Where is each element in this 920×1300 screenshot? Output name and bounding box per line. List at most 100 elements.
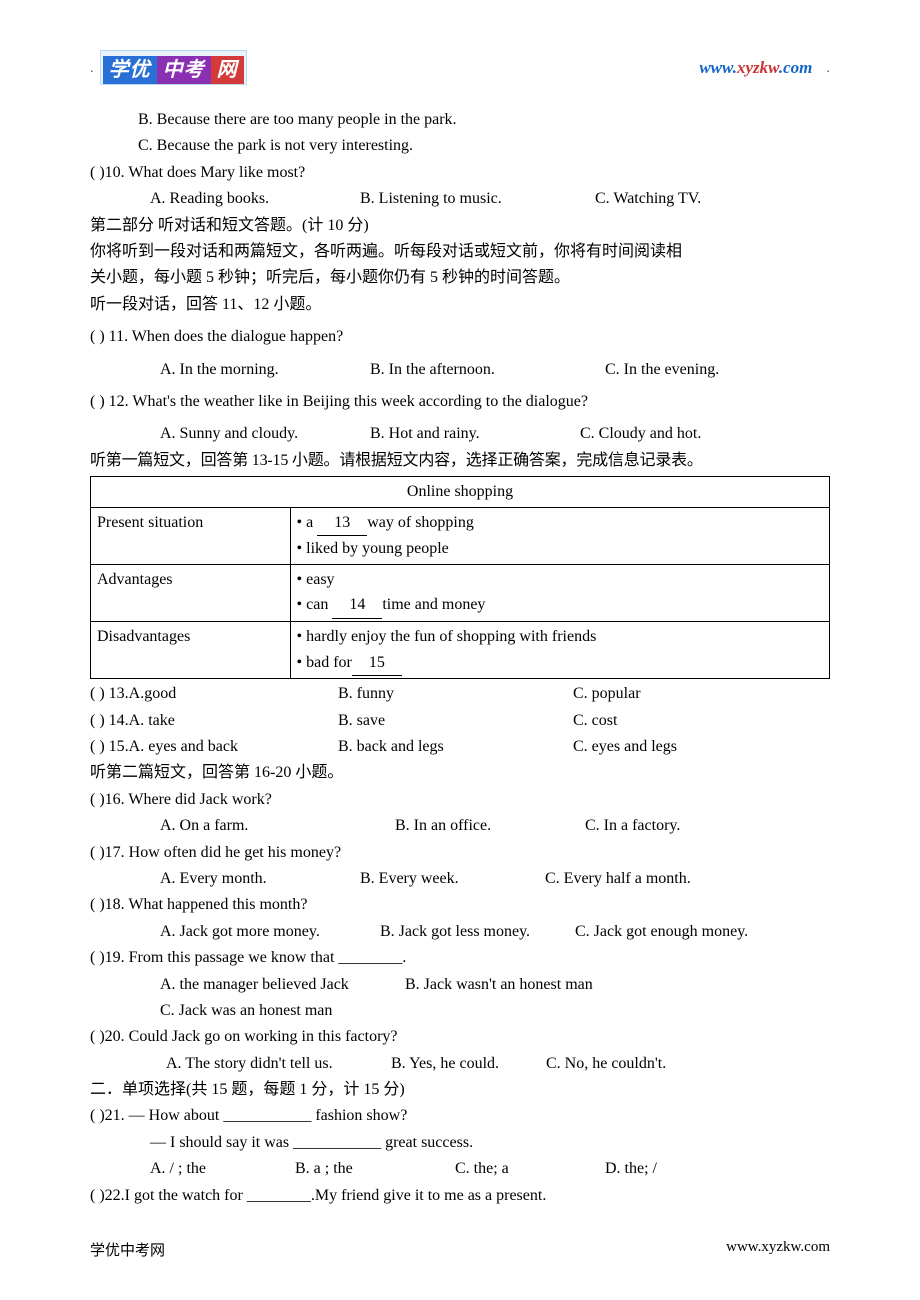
header-left-dot: . [90, 60, 94, 75]
part2-intro-1: 你将听到一段对话和两篇短文，各听两遍。听每段对话或短文前，你将有时间阅读相 [90, 239, 830, 265]
part2-intro-3: 听一段对话，回答 11、12 小题。 [90, 292, 830, 318]
q17-c: C. Every half a month. [545, 866, 691, 892]
q21-d: D. the; / [605, 1156, 657, 1182]
passage1-intro: 听第一篇短文，回答第 13-15 小题。请根据短文内容，选择正确答案，完成信息记… [90, 448, 830, 474]
q10-c: C. Watching TV. [595, 186, 701, 212]
row2-label: Advantages [91, 564, 291, 621]
page-footer: 学优中考网 www.xyzkw.com [90, 1239, 830, 1260]
online-shopping-table: Online shopping Present situation • a 13… [90, 476, 830, 679]
row3-v1: • hardly enjoy the fun of shopping with … [297, 628, 597, 645]
row3-label: Disadvantages [91, 622, 291, 679]
q17-b: B. Every week. [360, 866, 545, 892]
logo-part-1: 学优 [103, 56, 157, 84]
q22-stem: ( )22.I got the watch for ________.My fr… [90, 1183, 830, 1209]
q13-row: ( ) 13.A.good B. funny C. popular [90, 681, 830, 707]
q11-a: A. In the morning. [160, 357, 370, 383]
q17-stem: ( )17. How often did he get his money? [90, 840, 830, 866]
q21-line2: — I should say it was ___________ great … [90, 1130, 830, 1156]
q20-c: C. No, he couldn't. [546, 1051, 666, 1077]
q20-b: B. Yes, he could. [391, 1051, 546, 1077]
url-part1: www. [699, 58, 737, 77]
row1-v1a: • a [297, 514, 318, 531]
q11-c: C. In the evening. [605, 357, 719, 383]
q13-stem: ( ) 13.A.good [90, 681, 338, 707]
section2-title: 二．单项选择(共 15 题，每题 1 分，计 15 分) [90, 1077, 830, 1103]
row2-blank: 14 [332, 592, 382, 619]
q13-c: C. popular [573, 681, 641, 707]
q17-a: A. Every month. [160, 866, 360, 892]
q12-c: C. Cloudy and hot. [580, 421, 701, 447]
q19-b: B. Jack wasn't an honest man [405, 972, 593, 998]
q20-a: A. The story didn't tell us. [166, 1051, 391, 1077]
q11-stem: ( ) 11. When does the dialogue happen? [90, 324, 830, 350]
row1-label: Present situation [91, 507, 291, 564]
q15-stem: ( ) 15.A. eyes and back [90, 734, 338, 760]
site-url: www.xyzkw.com [699, 58, 812, 78]
q15-row: ( ) 15.A. eyes and back B. back and legs… [90, 734, 830, 760]
q10-options: A. Reading books. B. Listening to music.… [90, 186, 830, 212]
part2-intro-2: 关小题，每小题 5 秒钟；听完后，每小题你仍有 5 秒钟的时间答题。 [90, 265, 830, 291]
footer-left: 学优中考网 [90, 1239, 165, 1260]
q14-row: ( ) 14.A. take B. save C. cost [90, 708, 830, 734]
row2-v2b: time and money [382, 596, 485, 613]
q19-stem: ( )19. From this passage we know that __… [90, 945, 830, 971]
q18-b: B. Jack got less money. [380, 919, 575, 945]
q21-stem: ( )21. — How about ___________ fashion s… [90, 1103, 830, 1129]
part2-title: 第二部分 听对话和短文答题。(计 10 分) [90, 213, 830, 239]
q19-c: C. Jack was an honest man [90, 998, 830, 1024]
row1-blank: 13 [317, 510, 367, 537]
url-part2: xyzkw [737, 58, 779, 77]
row2-v2a: • can [297, 596, 333, 613]
footer-right: www.xyzkw.com [726, 1239, 830, 1260]
q9-option-b: B. Because there are too many people in … [90, 107, 830, 133]
q15-c: C. eyes and legs [573, 734, 677, 760]
row3-v2a: • bad for [297, 654, 352, 671]
q14-c: C. cost [573, 708, 617, 734]
q21-a: A. / ; the [150, 1156, 295, 1182]
q16-c: C. In a factory. [585, 813, 680, 839]
q12-b: B. Hot and rainy. [370, 421, 580, 447]
site-logo: 学优中考网 [100, 50, 247, 85]
q19-options-ab: A. the manager believed Jack B. Jack was… [90, 972, 830, 998]
row1-v1b: way of shopping [367, 514, 474, 531]
q21-c: C. the; a [455, 1156, 605, 1182]
q21-b: B. a ; the [295, 1156, 455, 1182]
q16-stem: ( )16. Where did Jack work? [90, 787, 830, 813]
q18-c: C. Jack got enough money. [575, 919, 748, 945]
row1-value: • a 13 way of shopping • liked by young … [290, 507, 829, 564]
q12-stem: ( ) 12. What's the weather like in Beiji… [90, 389, 830, 415]
header-right-dot: . [826, 60, 830, 75]
q20-options: A. The story didn't tell us. B. Yes, he … [90, 1051, 830, 1077]
q21-options: A. / ; the B. a ; the C. the; a D. the; … [90, 1156, 830, 1182]
q14-b: B. save [338, 708, 573, 734]
page-header: . 学优中考网 www.xyzkw.com . [90, 50, 830, 85]
q16-a: A. On a farm. [160, 813, 395, 839]
q16-b: B. In an office. [395, 813, 585, 839]
q12-options: A. Sunny and cloudy. B. Hot and rainy. C… [90, 421, 830, 447]
logo-part-2: 中考 [157, 56, 211, 84]
row1-v2: • liked by young people [297, 540, 449, 557]
logo-part-3: 网 [211, 56, 244, 84]
table-title: Online shopping [91, 477, 830, 508]
passage2-intro: 听第二篇短文，回答第 16-20 小题。 [90, 760, 830, 786]
row3-value: • hardly enjoy the fun of shopping with … [290, 622, 829, 679]
q11-b: B. In the afternoon. [370, 357, 605, 383]
q9-option-c: C. Because the park is not very interest… [90, 133, 830, 159]
q16-options: A. On a farm. B. In an office. C. In a f… [90, 813, 830, 839]
q10-b: B. Listening to music. [360, 186, 595, 212]
row2-v1: • easy [297, 571, 335, 588]
q10-a: A. Reading books. [150, 186, 360, 212]
q13-b: B. funny [338, 681, 573, 707]
q15-b: B. back and legs [338, 734, 573, 760]
row3-blank: 15 [352, 650, 402, 677]
q18-options: A. Jack got more money. B. Jack got less… [90, 919, 830, 945]
q20-stem: ( )20. Could Jack go on working in this … [90, 1024, 830, 1050]
q17-options: A. Every month. B. Every week. C. Every … [90, 866, 830, 892]
q19-a: A. the manager believed Jack [160, 972, 405, 998]
q10-stem: ( )10. What does Mary like most? [90, 160, 830, 186]
q18-stem: ( )18. What happened this month? [90, 892, 830, 918]
q14-stem: ( ) 14.A. take [90, 708, 338, 734]
url-part3: .com [779, 58, 813, 77]
q18-a: A. Jack got more money. [160, 919, 380, 945]
q12-a: A. Sunny and cloudy. [160, 421, 370, 447]
